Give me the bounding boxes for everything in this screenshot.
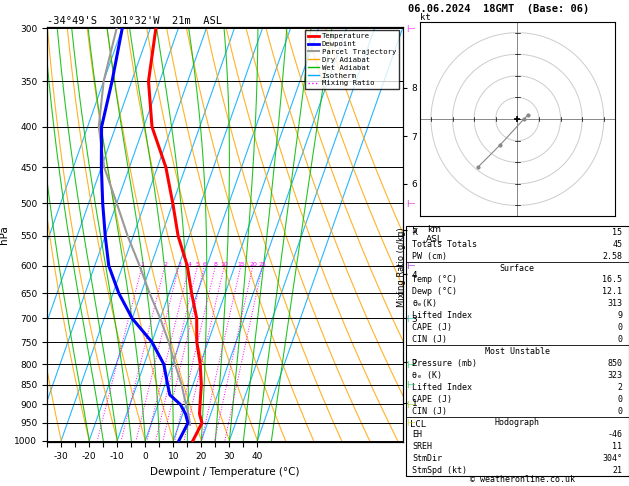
Text: PW (cm): PW (cm) [413, 252, 447, 260]
Text: |—: |— [406, 382, 415, 388]
Text: StmSpd (kt): StmSpd (kt) [413, 466, 467, 475]
Text: 2: 2 [164, 262, 167, 267]
Text: CAPE (J): CAPE (J) [413, 323, 452, 332]
Text: Dewp (°C): Dewp (°C) [413, 287, 457, 296]
X-axis label: Dewpoint / Temperature (°C): Dewpoint / Temperature (°C) [150, 467, 299, 477]
Text: 11: 11 [612, 442, 622, 451]
Text: |—: |— [406, 361, 415, 368]
Text: 0: 0 [617, 407, 622, 416]
Text: Most Unstable: Most Unstable [485, 347, 550, 356]
Text: |—: |— [406, 25, 415, 32]
Text: © weatheronline.co.uk: © weatheronline.co.uk [470, 475, 574, 484]
Text: 5: 5 [196, 262, 200, 267]
Text: Lifted Index: Lifted Index [413, 382, 472, 392]
Text: 6: 6 [203, 262, 206, 267]
Text: 2.58: 2.58 [603, 252, 622, 260]
Text: SREH: SREH [413, 442, 432, 451]
Text: 06.06.2024  18GMT  (Base: 06): 06.06.2024 18GMT (Base: 06) [408, 4, 589, 14]
Text: 15: 15 [237, 262, 245, 267]
Text: Pressure (mb): Pressure (mb) [413, 359, 477, 368]
Text: StmDir: StmDir [413, 454, 442, 463]
Text: 16.5: 16.5 [603, 276, 622, 284]
Text: Temp (°C): Temp (°C) [413, 276, 457, 284]
Text: 2: 2 [617, 382, 622, 392]
Text: LCL: LCL [409, 420, 426, 429]
Text: 0: 0 [617, 323, 622, 332]
Text: 25: 25 [259, 262, 267, 267]
Text: 850: 850 [608, 359, 622, 368]
Text: |—: |— [406, 315, 415, 322]
Text: 9: 9 [617, 311, 622, 320]
Text: Totals Totals: Totals Totals [413, 240, 477, 249]
Text: Hodograph: Hodograph [495, 418, 540, 428]
Text: CAPE (J): CAPE (J) [413, 395, 452, 404]
Text: 4: 4 [187, 262, 192, 267]
Text: 323: 323 [608, 371, 622, 380]
Text: 21: 21 [612, 466, 622, 475]
Text: Mixing Ratio (g/kg): Mixing Ratio (g/kg) [397, 227, 406, 307]
Text: |—: |— [406, 419, 415, 427]
Y-axis label: km
ASL: km ASL [426, 225, 442, 244]
Text: -46: -46 [608, 431, 622, 439]
Text: 0: 0 [617, 395, 622, 404]
Text: EH: EH [413, 431, 423, 439]
Text: |—: |— [406, 401, 415, 408]
Text: 1: 1 [141, 262, 145, 267]
Text: CIN (J): CIN (J) [413, 407, 447, 416]
Text: 12.1: 12.1 [603, 287, 622, 296]
Text: 0: 0 [617, 335, 622, 344]
Text: K: K [413, 228, 418, 237]
Text: |—: |— [406, 262, 415, 269]
FancyBboxPatch shape [406, 226, 629, 476]
Text: θₑ(K): θₑ(K) [413, 299, 437, 308]
Text: θₑ (K): θₑ (K) [413, 371, 442, 380]
Text: 45: 45 [612, 240, 622, 249]
Y-axis label: hPa: hPa [0, 225, 9, 244]
Text: Surface: Surface [500, 263, 535, 273]
Text: -34°49'S  301°32'W  21m  ASL: -34°49'S 301°32'W 21m ASL [47, 16, 222, 26]
Text: 8: 8 [214, 262, 218, 267]
Text: 10: 10 [221, 262, 228, 267]
Legend: Temperature, Dewpoint, Parcel Trajectory, Dry Adiabat, Wet Adiabat, Isotherm, Mi: Temperature, Dewpoint, Parcel Trajectory… [305, 30, 399, 89]
Text: 313: 313 [608, 299, 622, 308]
Text: 20: 20 [249, 262, 257, 267]
Text: 15: 15 [612, 228, 622, 237]
Text: 304°: 304° [603, 454, 622, 463]
Text: |—: |— [406, 200, 415, 207]
Text: kt: kt [420, 13, 431, 22]
Text: CIN (J): CIN (J) [413, 335, 447, 344]
Text: 3: 3 [177, 262, 181, 267]
Text: Lifted Index: Lifted Index [413, 311, 472, 320]
